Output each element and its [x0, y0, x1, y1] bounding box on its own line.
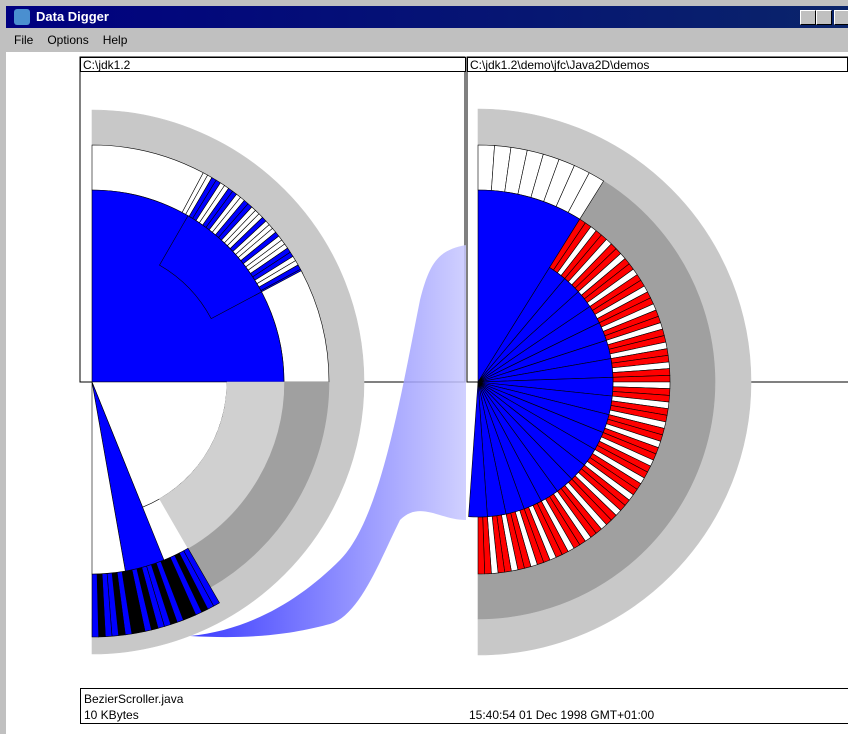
sunburst-segment	[159, 215, 262, 320]
minimize-button[interactable]	[800, 10, 816, 25]
menu-item[interactable]: Help	[102, 33, 128, 47]
sunburst-segment	[468, 381, 488, 518]
window-title: Data Digger	[36, 9, 109, 24]
status-panel: BezierScroller.java 10 KBytes 15:40:54 0…	[80, 688, 848, 724]
menu-bar: File Options Help	[6, 30, 848, 50]
close-button[interactable]	[834, 10, 848, 25]
flow-band	[190, 245, 466, 638]
status-size: 10 KBytes	[84, 708, 139, 722]
app-icon	[14, 9, 30, 25]
sunburst-segment	[91, 381, 126, 575]
status-time: 15:40:54 01 Dec 1998 GMT+01:00	[469, 708, 655, 722]
maximize-button[interactable]	[816, 10, 832, 25]
status-file: BezierScroller.java	[84, 692, 184, 706]
title-bar: Data Digger	[6, 6, 848, 28]
menu-item[interactable]: File	[14, 33, 34, 47]
panel-path: C:\jdk1.2	[80, 57, 466, 72]
menu-item[interactable]: Options	[47, 33, 89, 47]
panel-path: C:\jdk1.2\demo\jfc\Java2D\demos	[467, 57, 848, 72]
